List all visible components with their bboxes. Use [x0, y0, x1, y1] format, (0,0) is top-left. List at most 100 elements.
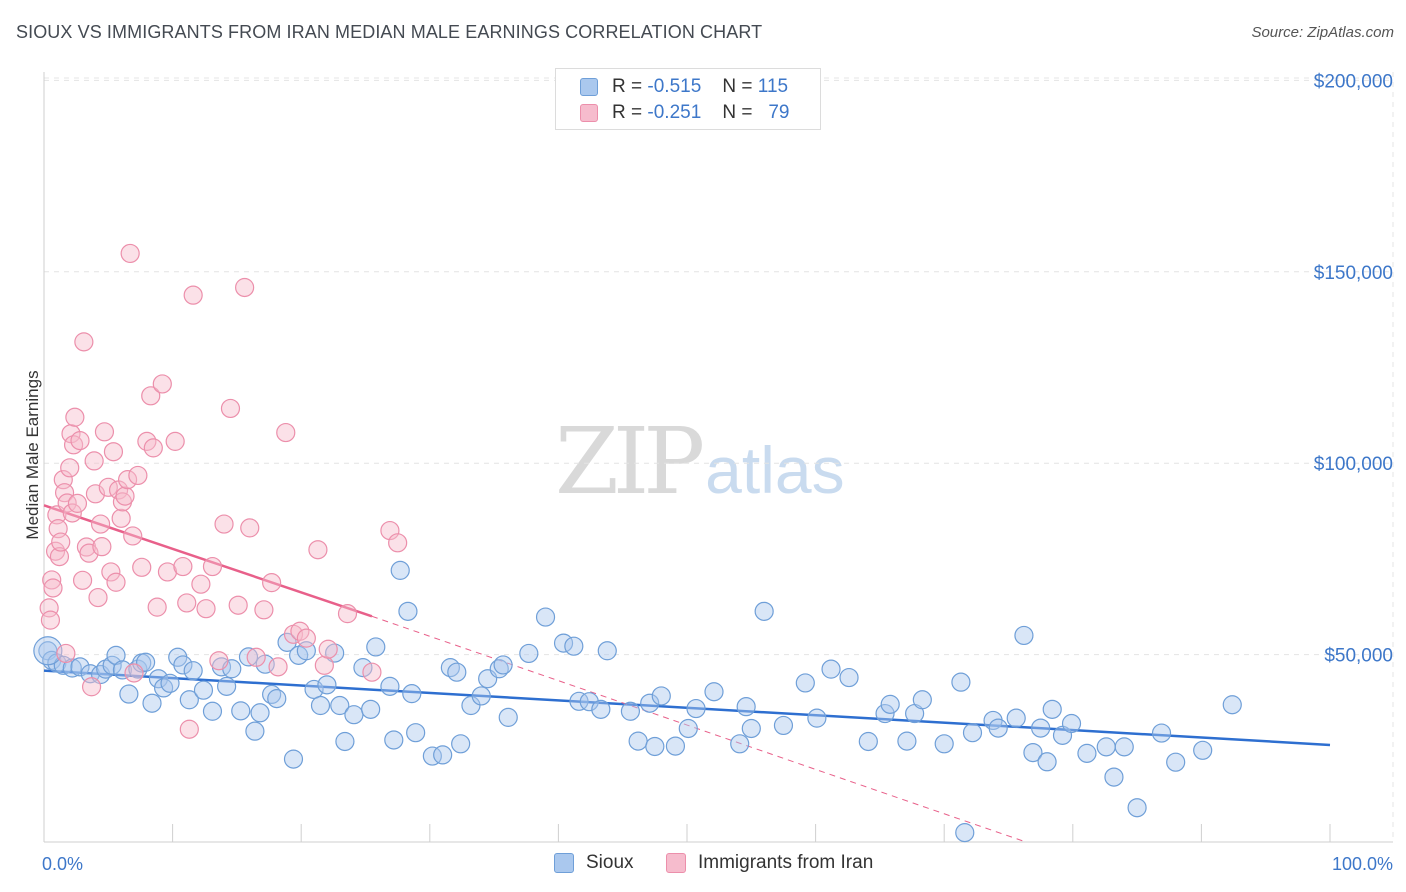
iran-point	[173, 556, 193, 577]
sioux-point	[651, 686, 671, 706]
sioux-point	[962, 723, 983, 743]
sioux-point	[988, 718, 1008, 738]
sioux-point	[686, 698, 706, 719]
iran-point	[268, 657, 288, 677]
sioux-point	[665, 736, 686, 756]
iran-point	[132, 557, 152, 577]
iran-points	[39, 243, 408, 739]
sioux-point	[179, 690, 199, 710]
iran-point	[143, 438, 163, 458]
sioux-point	[231, 701, 251, 721]
y-axis-label: Median Male Earnings	[23, 370, 42, 539]
r-value: -0.251	[647, 102, 702, 123]
sioux-point	[1061, 713, 1082, 734]
iran-point	[235, 277, 255, 298]
sioux-point	[1222, 695, 1242, 715]
iran-point	[67, 493, 88, 513]
sioux-point	[390, 560, 410, 580]
sioux-point	[807, 708, 827, 728]
sioux-point	[645, 736, 665, 757]
iran-point	[81, 677, 102, 697]
sioux-point	[1114, 737, 1134, 757]
sioux-point	[628, 731, 648, 751]
sioux-point	[461, 695, 481, 716]
sioux-point	[493, 655, 513, 675]
iran-point	[117, 470, 138, 490]
iran-legend-label: Immigrants from Iran	[698, 852, 874, 873]
sioux-point	[183, 661, 203, 681]
sioux-point	[489, 659, 509, 679]
iran-point	[42, 570, 62, 590]
iran-point	[380, 520, 400, 541]
iran-point	[141, 386, 161, 406]
sioux-point	[353, 658, 373, 678]
iran-point	[183, 285, 203, 305]
iran-point	[51, 532, 71, 552]
iran-point	[45, 541, 66, 561]
sioux-point	[250, 703, 270, 723]
iran-point	[240, 518, 260, 538]
sioux-point	[267, 689, 287, 709]
sioux-point	[955, 823, 975, 843]
sioux-point	[1077, 743, 1097, 763]
iran-point	[101, 562, 121, 582]
sioux-point	[1014, 625, 1034, 646]
iran-point	[90, 514, 111, 534]
sioux-point	[597, 641, 617, 661]
sioux-point	[1042, 699, 1062, 719]
sioux-point	[422, 746, 442, 766]
axes	[43, 72, 1394, 843]
sioux-point	[398, 601, 418, 621]
sioux-point	[335, 731, 355, 752]
iran-point	[228, 595, 248, 615]
iran-point	[60, 458, 80, 478]
sioux-point	[471, 686, 491, 706]
sioux-point	[704, 682, 724, 702]
iran-point	[337, 604, 358, 624]
sioux-point	[160, 673, 180, 693]
sioux-point	[519, 643, 539, 664]
sioux-point	[875, 703, 895, 724]
iran-point	[70, 431, 90, 451]
sioux-point	[283, 749, 304, 769]
sioux-legend-label: Sioux	[586, 852, 634, 873]
y-tick-label: $100,000	[1314, 454, 1393, 475]
iran-point	[62, 503, 82, 523]
sioux-point	[406, 723, 426, 743]
sioux-point	[112, 660, 133, 680]
sioux-point	[773, 715, 794, 736]
iran-point	[106, 572, 126, 592]
sioux-point	[217, 676, 237, 696]
iran-point	[220, 398, 241, 419]
iran-point	[88, 587, 108, 608]
x-tick-label-max: 100.0%	[1332, 854, 1393, 874]
sioux-point-large	[33, 636, 63, 666]
legend-text-sioux: R = -0.515 N = 115	[612, 76, 788, 98]
iran-trend-extension	[371, 615, 1027, 843]
iran-point	[165, 431, 185, 451]
iran-point	[388, 533, 408, 553]
y-tick-label: $50,000	[1324, 646, 1393, 667]
r-value: -0.515	[647, 76, 702, 97]
iran-point	[152, 374, 172, 394]
iran-point	[362, 662, 382, 682]
sioux-point	[880, 694, 900, 714]
iran-point	[296, 628, 316, 648]
sioux-point	[951, 672, 971, 692]
iran-swatch	[580, 104, 598, 122]
n-label: N =	[722, 102, 753, 123]
sioux-point	[245, 721, 265, 741]
sioux-point	[1031, 718, 1051, 738]
sioux-point	[678, 718, 698, 739]
sioux-point	[640, 693, 660, 713]
iran-point	[84, 451, 104, 471]
iran-point	[276, 422, 296, 443]
sioux-point	[897, 731, 917, 751]
sioux-point	[741, 718, 761, 739]
iran-point	[120, 243, 140, 264]
iran-point	[57, 493, 77, 513]
y-tick-labels: $50,000 $100,000 $150,000 $200,000	[1314, 71, 1393, 666]
iran-point	[318, 639, 338, 659]
iran-point	[202, 556, 223, 577]
